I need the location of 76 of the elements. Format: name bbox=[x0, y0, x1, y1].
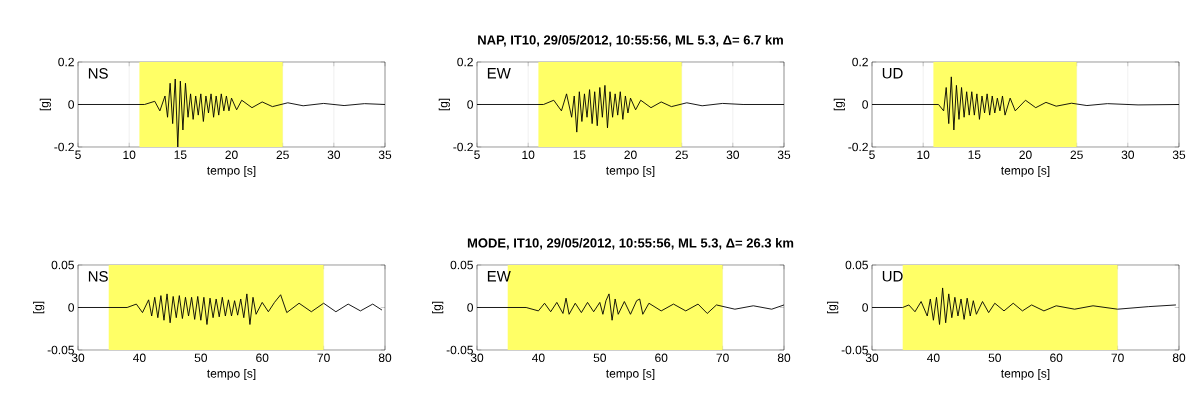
chart-title: MODE, IT10, 29/05/2012, 10:55:56, ML 5.3, Δ= 26.3 km bbox=[467, 238, 794, 250]
y-tick-label: 0 bbox=[862, 303, 868, 312]
y-tick-label: 0 bbox=[68, 303, 75, 312]
x-tick-label: 60 bbox=[655, 353, 668, 363]
chart-title: NAP, IT10, 29/05/2012, 10:55:56, ML 5.3, Δ= 6.7 km bbox=[478, 35, 783, 47]
annotation: NS bbox=[88, 271, 108, 282]
x-tick-label: 50 bbox=[194, 353, 208, 363]
x-tick-label: 10 bbox=[522, 150, 535, 160]
x-tick-label: 60 bbox=[256, 353, 269, 363]
y-tick-label: 0 bbox=[862, 100, 868, 109]
x-tick-label: 20 bbox=[1019, 150, 1032, 160]
y-axis-title: [g] bbox=[833, 98, 845, 111]
annotation: UD bbox=[882, 68, 903, 79]
x-axis-title: tempo [s] bbox=[1001, 368, 1050, 381]
y-axis-title: [g] bbox=[33, 301, 45, 314]
y-tick-label: 0.05 bbox=[450, 260, 473, 270]
x-axis-title: tempo [s] bbox=[606, 368, 655, 381]
x-tick-label: 30 bbox=[71, 353, 85, 363]
x-axis-title: tempo [s] bbox=[207, 165, 256, 178]
x-tick-label: 15 bbox=[968, 150, 981, 159]
y-tick-label: -0.05 bbox=[47, 345, 74, 355]
x-tick-label: 25 bbox=[1070, 150, 1083, 160]
y-axis-title: [g] bbox=[438, 98, 450, 111]
x-tick-label: 80 bbox=[777, 353, 791, 363]
x-tick-label: 70 bbox=[317, 353, 330, 363]
x-tick-label: 30 bbox=[327, 150, 341, 160]
x-tick-label: 70 bbox=[716, 353, 729, 363]
y-tick-label: -0.2 bbox=[453, 142, 473, 152]
y-tick-label: 0.05 bbox=[51, 260, 74, 270]
x-tick-label: 10 bbox=[917, 150, 930, 160]
x-tick-label: 30 bbox=[865, 353, 879, 363]
x-tick-label: 25 bbox=[675, 150, 688, 160]
y-tick-label: 0.2 bbox=[58, 57, 74, 67]
y-axis-title: [g] bbox=[39, 98, 51, 111]
y-tick-label: 0 bbox=[467, 100, 474, 109]
x-axis-title: tempo [s] bbox=[207, 368, 256, 381]
x-tick-label: 15 bbox=[174, 150, 187, 159]
x-tick-label: 20 bbox=[225, 150, 238, 160]
x-tick-label: 30 bbox=[726, 150, 740, 160]
y-axis-title: [g] bbox=[432, 301, 444, 314]
y-tick-label: -0.2 bbox=[54, 142, 74, 152]
x-tick-label: 30 bbox=[470, 353, 484, 363]
x-tick-label: 80 bbox=[378, 353, 392, 363]
y-tick-label: 0.05 bbox=[845, 260, 868, 270]
y-axis-title: [g] bbox=[827, 301, 839, 314]
x-tick-label: 40 bbox=[532, 353, 545, 363]
y-tick-label: 0.2 bbox=[457, 57, 473, 67]
y-tick-label: 0 bbox=[467, 303, 474, 312]
y-tick-label: -0.05 bbox=[841, 345, 868, 355]
x-tick-label: 50 bbox=[988, 353, 1002, 363]
x-axis-title: tempo [s] bbox=[1001, 165, 1050, 178]
x-tick-label: 35 bbox=[378, 150, 392, 160]
x-tick-label: 20 bbox=[624, 150, 637, 160]
x-tick-label: 70 bbox=[1111, 353, 1124, 363]
y-tick-label: -0.05 bbox=[446, 345, 473, 355]
annotation: UD bbox=[882, 271, 903, 282]
x-tick-label: 40 bbox=[133, 353, 146, 363]
x-tick-label: 50 bbox=[593, 353, 607, 363]
x-tick-label: 40 bbox=[927, 353, 940, 363]
x-tick-label: 60 bbox=[1050, 353, 1063, 363]
annotation: EW bbox=[487, 68, 511, 79]
x-tick-label: 30 bbox=[1121, 150, 1135, 160]
x-tick-label: 80 bbox=[1172, 353, 1186, 363]
x-tick-label: 35 bbox=[777, 150, 791, 160]
x-tick-label: 35 bbox=[1172, 150, 1186, 160]
x-tick-label: 25 bbox=[276, 150, 289, 160]
x-tick-label: 5 bbox=[869, 150, 875, 159]
x-tick-label: 10 bbox=[123, 150, 136, 160]
x-axis-title: tempo [s] bbox=[606, 165, 655, 178]
annotation: NS bbox=[88, 68, 108, 79]
y-tick-label: 0.2 bbox=[852, 57, 868, 67]
y-tick-label: 0 bbox=[68, 100, 75, 109]
y-tick-label: -0.2 bbox=[848, 142, 868, 152]
x-tick-label: 15 bbox=[573, 150, 586, 159]
x-tick-label: 5 bbox=[474, 150, 480, 159]
x-tick-label: 5 bbox=[75, 150, 81, 159]
